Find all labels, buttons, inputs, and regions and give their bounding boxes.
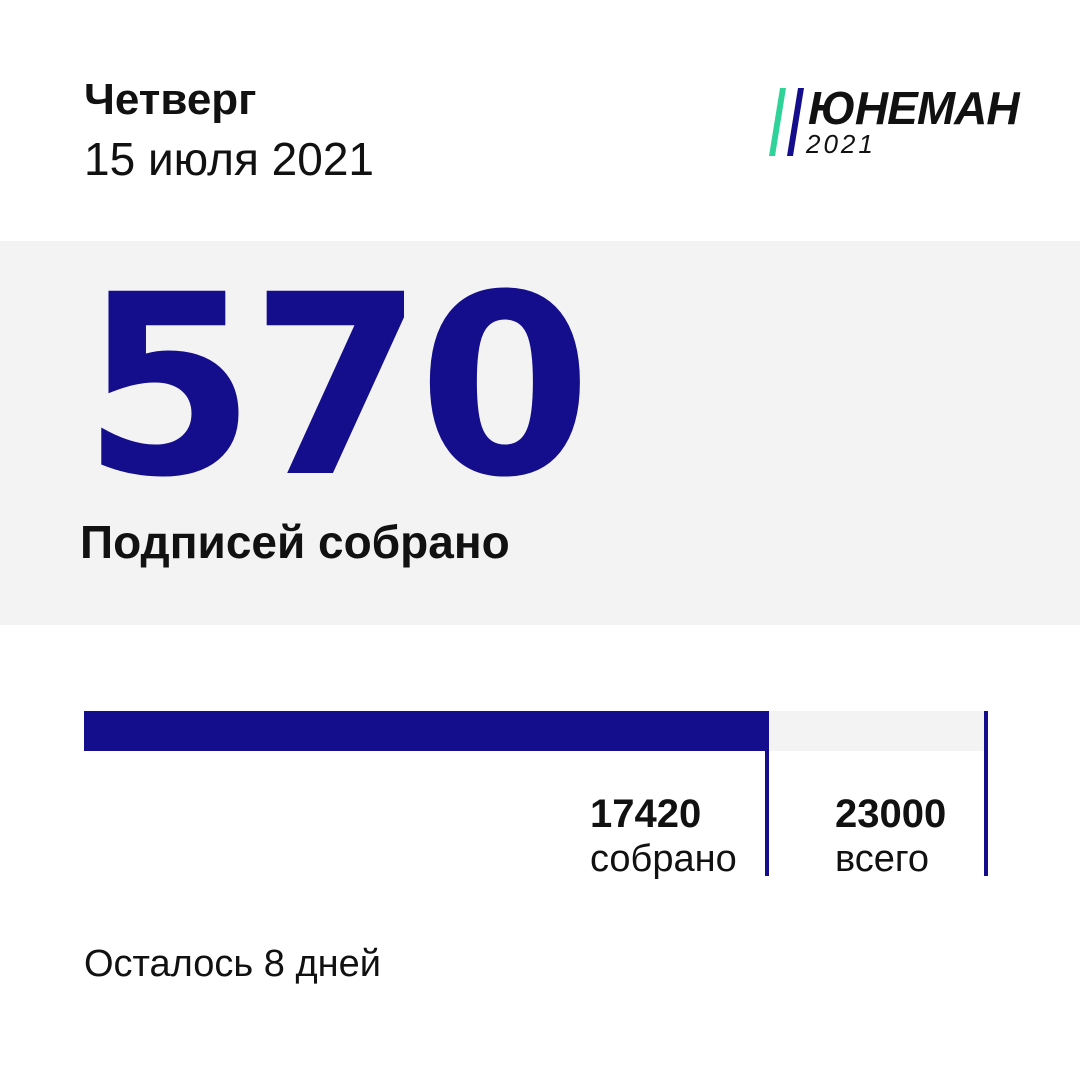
highlight-band bbox=[0, 241, 1080, 625]
date: 15 июля 2021 bbox=[84, 133, 374, 185]
logo-stripe-green bbox=[769, 88, 786, 156]
logo-stripe-blue bbox=[787, 88, 804, 156]
collected-marker bbox=[765, 711, 769, 876]
logo: ЮНЕМАН 2021 bbox=[766, 82, 1020, 160]
logo-name: ЮНЕМАН bbox=[808, 82, 1020, 134]
logo-stripes-icon bbox=[769, 88, 804, 156]
progress-fill bbox=[84, 711, 767, 751]
weekday: Четверг bbox=[84, 75, 257, 124]
signature-count: 570 bbox=[82, 241, 592, 532]
collected-label: собрано bbox=[590, 838, 737, 880]
signature-caption: Подписей собрано bbox=[80, 516, 510, 568]
total-marker bbox=[984, 711, 988, 876]
days-remaining: Осталось 8 дней bbox=[84, 943, 381, 985]
total-value: 23000 bbox=[835, 792, 947, 836]
logo-year: 2021 bbox=[806, 129, 876, 159]
progress-bar bbox=[84, 711, 986, 751]
total-label: всего bbox=[835, 838, 930, 880]
collected-value: 17420 bbox=[590, 792, 702, 836]
